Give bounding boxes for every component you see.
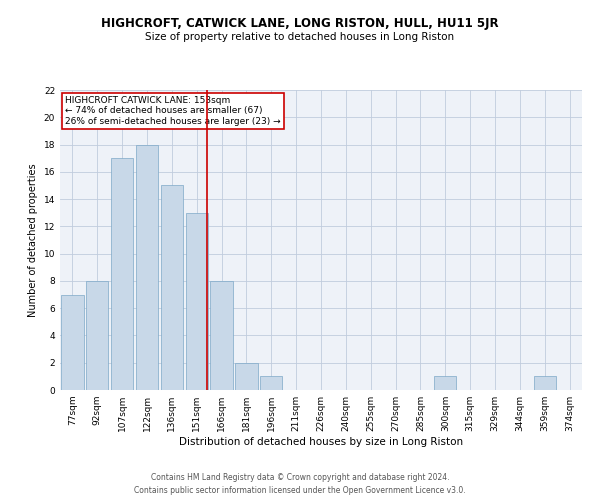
- Bar: [136, 144, 158, 390]
- Bar: [533, 376, 556, 390]
- Bar: [434, 376, 457, 390]
- Text: Contains HM Land Registry data © Crown copyright and database right 2024.
Contai: Contains HM Land Registry data © Crown c…: [134, 474, 466, 495]
- Bar: [61, 294, 83, 390]
- Y-axis label: Number of detached properties: Number of detached properties: [28, 163, 38, 317]
- Bar: [260, 376, 283, 390]
- Text: HIGHCROFT, CATWICK LANE, LONG RISTON, HULL, HU11 5JR: HIGHCROFT, CATWICK LANE, LONG RISTON, HU…: [101, 18, 499, 30]
- Bar: [211, 281, 233, 390]
- Bar: [111, 158, 133, 390]
- Bar: [185, 212, 208, 390]
- X-axis label: Distribution of detached houses by size in Long Riston: Distribution of detached houses by size …: [179, 437, 463, 447]
- Bar: [86, 281, 109, 390]
- Text: Size of property relative to detached houses in Long Riston: Size of property relative to detached ho…: [145, 32, 455, 42]
- Text: HIGHCROFT CATWICK LANE: 153sqm
← 74% of detached houses are smaller (67)
26% of : HIGHCROFT CATWICK LANE: 153sqm ← 74% of …: [65, 96, 281, 126]
- Bar: [235, 362, 257, 390]
- Bar: [161, 186, 183, 390]
